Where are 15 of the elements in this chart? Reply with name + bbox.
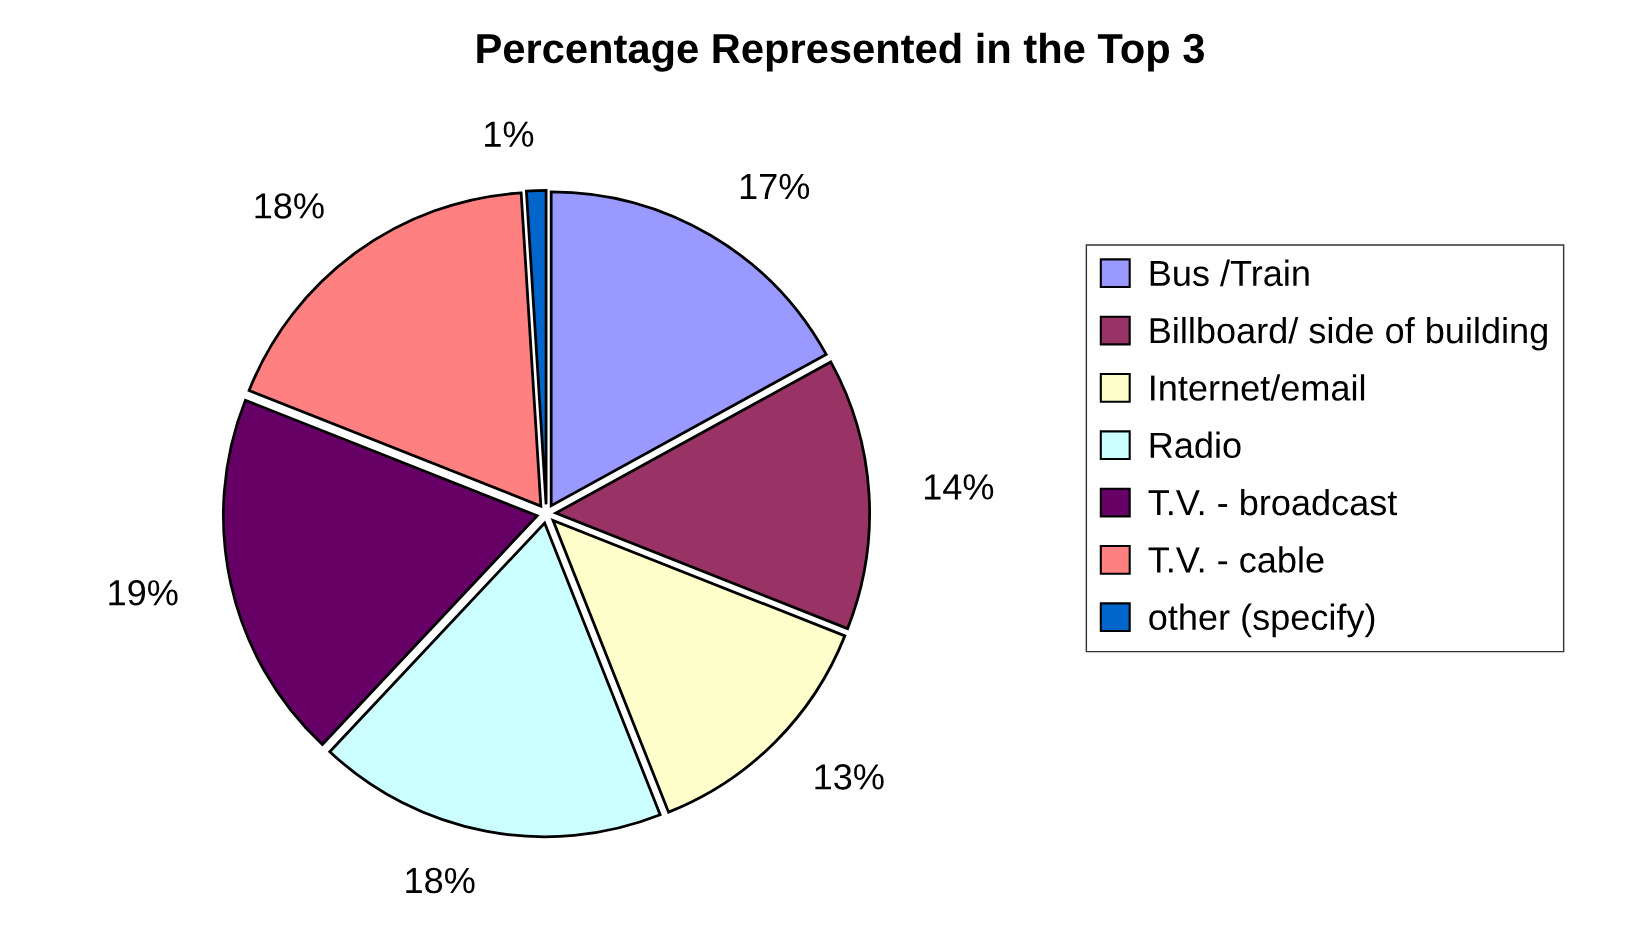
legend-label: other (specify) [1149, 603, 1375, 638]
data-label: 19% [109, 579, 178, 606]
data-label: 14% [924, 474, 994, 500]
legend-label: Billboard/ side of building [1150, 316, 1547, 351]
legend-label: T.V. - cable [1148, 546, 1324, 573]
chart-title: Percentage Represented in the Top 3 [477, 32, 1204, 72]
legend-label: T.V. - broadcast [1148, 488, 1398, 516]
data-label: 1% [485, 121, 534, 147]
data-label: 17% [740, 173, 810, 200]
legend-label: Radio [1150, 431, 1241, 459]
legend-label: Bus /Train [1150, 259, 1309, 287]
data-label: 18% [255, 193, 324, 219]
legend-label: Internet/email [1151, 374, 1365, 401]
data-label: 18% [406, 867, 475, 894]
data-label: 13% [815, 764, 884, 790]
